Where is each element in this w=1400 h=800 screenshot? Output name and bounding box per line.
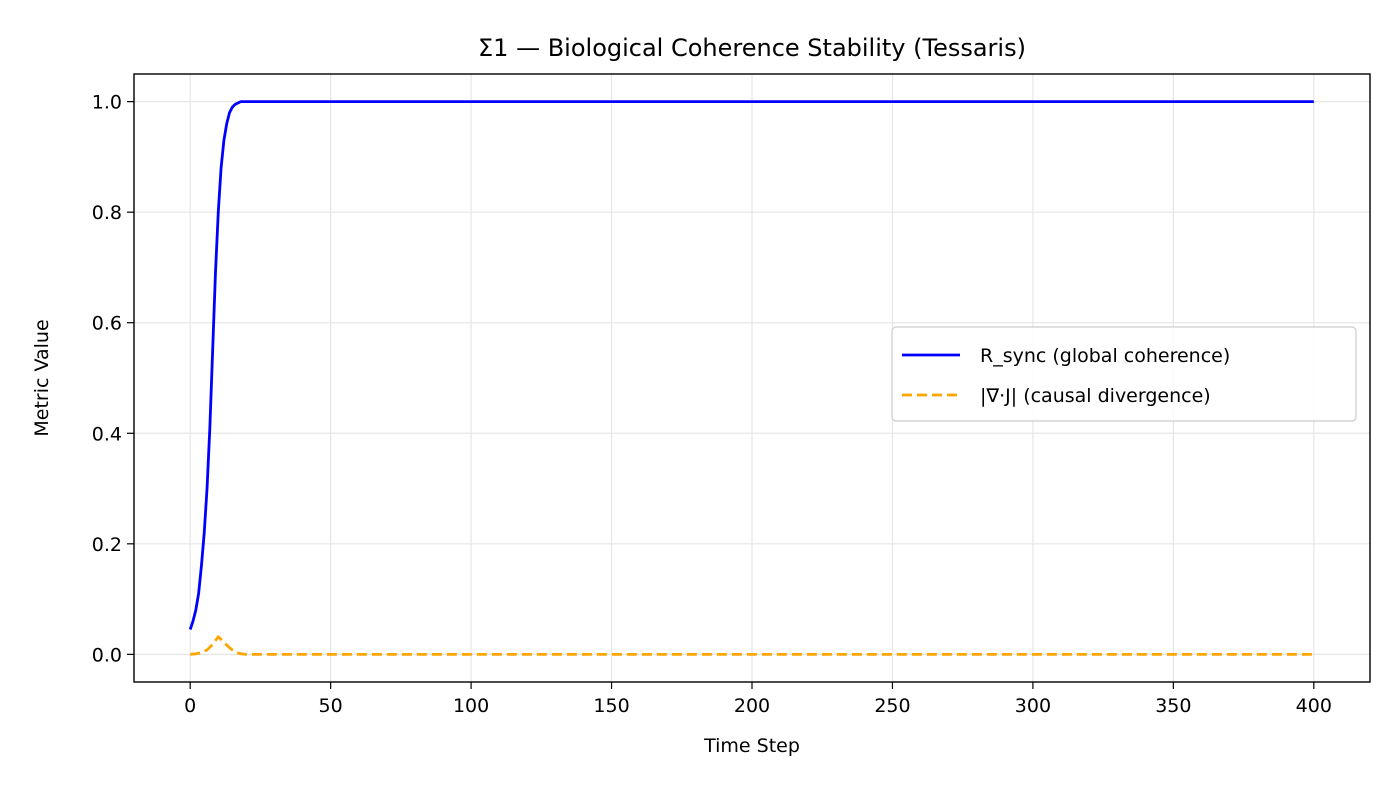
x-tick-label: 0 <box>184 695 196 717</box>
x-tick-label: 300 <box>1015 695 1051 717</box>
legend-label-1: R_sync (global coherence) <box>980 345 1230 367</box>
y-axis-ticks: 0.0 0.2 0.4 0.6 0.8 1.0 <box>92 92 134 666</box>
x-tick-label: 50 <box>319 695 343 717</box>
y-tick-label: 1.0 <box>92 92 122 114</box>
x-tick-label: 100 <box>453 695 489 717</box>
x-tick-label: 150 <box>593 695 629 717</box>
x-axis-label: Time Step <box>703 735 800 757</box>
legend-label-2: |∇·J| (causal divergence) <box>980 385 1211 407</box>
x-tick-label: 250 <box>874 695 910 717</box>
y-tick-label: 0.2 <box>92 534 122 556</box>
y-tick-label: 0.4 <box>92 423 122 445</box>
legend: R_sync (global coherence) |∇·J| (causal d… <box>891 326 1357 422</box>
legend-items: R_sync (global coherence) |∇·J| (causal d… <box>902 345 1230 407</box>
legend-box <box>891 326 1357 422</box>
y-tick-label: 0.8 <box>92 202 122 224</box>
x-tick-label: 200 <box>734 695 770 717</box>
y-tick-label: 0.6 <box>92 313 122 335</box>
y-axis-label: Metric Value <box>31 319 53 436</box>
x-tick-label: 350 <box>1155 695 1191 717</box>
series-line-1 <box>188 100 1314 630</box>
x-axis-ticks: 0 50 100 150 200 250 300 350 400 <box>184 682 1332 717</box>
series-line-2 <box>190 635 1314 656</box>
x-tick-label: 400 <box>1296 695 1332 717</box>
y-tick-label: 0.0 <box>92 644 122 666</box>
chart-title: Σ1 — Biological Coherence Stability (Tes… <box>478 34 1026 62</box>
series-layer <box>188 100 1314 656</box>
